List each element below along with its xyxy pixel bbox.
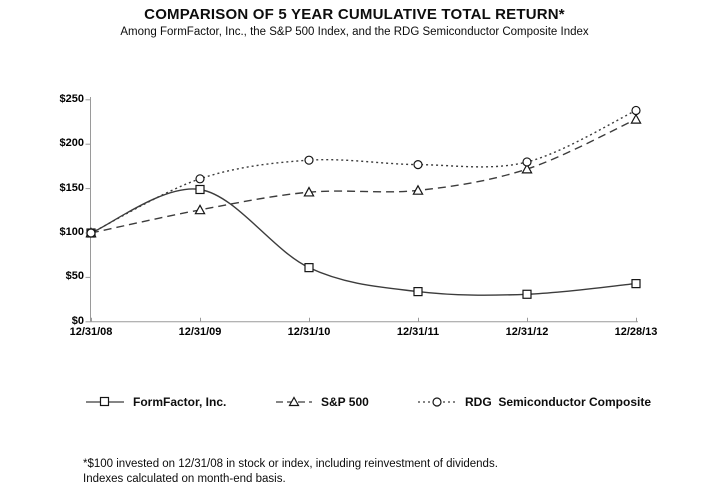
y-axis-tick-label: $0	[71, 314, 84, 327]
y-axis-tick-label: $200	[59, 137, 84, 150]
y-axis-tick-label: $50	[65, 270, 84, 283]
data-point-formfactor-inc-12-31-12	[522, 289, 532, 299]
legend-label-sp500: S&P 500	[321, 395, 369, 409]
data-point-formfactor-inc-12-31-09	[195, 184, 205, 195]
x-axis-tick-label: 12/31/08	[69, 326, 113, 338]
data-point-rdg-semiconductor-composite-12-28-13	[631, 105, 641, 116]
legend-item-formfactor: FormFactor, Inc.	[85, 394, 226, 410]
data-point-s-p-500-12-31-10	[303, 186, 315, 197]
data-point-s-p-500-12-31-12	[521, 163, 533, 174]
data-point-rdg-semiconductor-composite-12-31-09	[195, 174, 205, 184]
data-point-rdg-semiconductor-composite-12-31-12	[522, 157, 532, 167]
legend-label-rdg: RDG Semiconductor Composite	[465, 395, 652, 409]
series-line-formfactor-inc	[90, 188, 637, 296]
y-axis-tick-label: $150	[59, 181, 84, 194]
legend-marker-dashed-triangle-icon	[276, 396, 312, 407]
data-point-rdg-semiconductor-composite-12-31-11	[413, 160, 423, 170]
data-point-rdg-semiconductor-composite-12-31-08	[86, 228, 96, 238]
data-point-s-p-500-12-31-11	[412, 184, 424, 195]
data-point-formfactor-inc-12-31-11	[413, 287, 423, 297]
data-point-rdg-semiconductor-composite-12-31-10	[304, 155, 314, 165]
y-axis-tick-label: $250	[59, 92, 84, 105]
x-axis-tick-label: 12/31/11	[396, 326, 440, 338]
chart-subtitle: Among FormFactor, Inc., the S&P 500 Inde…	[120, 26, 589, 38]
legend-label-formfactor: FormFactor, Inc.	[133, 395, 227, 409]
legend-marker-dotted-circle-icon	[418, 397, 456, 407]
legend-marker-solid-square-icon	[86, 396, 124, 407]
series-line-rdg-semiconductor-composite	[90, 109, 637, 234]
series-line-s-p-500	[90, 118, 637, 234]
data-point-formfactor-inc-12-31-10	[304, 263, 314, 273]
footnote-line-1: *$100 invested on 12/31/08 in stock or i…	[83, 458, 498, 470]
data-point-formfactor-inc-12-28-13	[631, 279, 641, 289]
data-point-s-p-500-12-31-09	[194, 204, 206, 215]
chart-title: COMPARISON OF 5 YEAR CUMULATIVE TOTAL RE…	[144, 6, 565, 23]
footnote-line-2: Indexes calculated on month-end basis.	[83, 473, 286, 485]
x-axis-tick-label: 12/31/09	[178, 326, 222, 338]
y-axis-tick-label: $100	[59, 226, 84, 238]
x-axis-tick-label: 12/31/12	[505, 326, 549, 338]
legend-item-sp500: S&P 500	[275, 394, 369, 410]
chart-footnote: *$100 invested on 12/31/08 in stock or i…	[83, 457, 498, 487]
x-axis-tick-label: 12/28/13	[614, 326, 658, 338]
x-axis-tick-label: 12/31/10	[287, 326, 331, 338]
data-point-s-p-500-12-28-13	[630, 113, 642, 124]
legend-item-rdg: RDG Semiconductor Composite	[417, 394, 651, 410]
